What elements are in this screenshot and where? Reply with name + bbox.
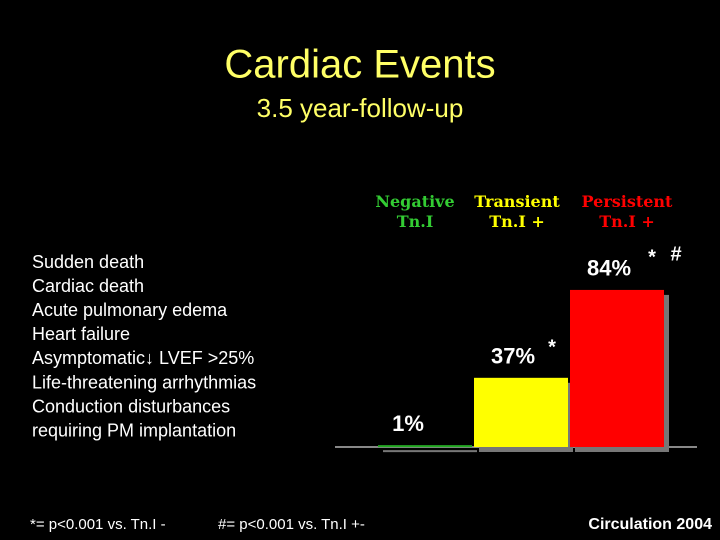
category-label: Transient Tn.I + [474,192,560,231]
event-item: Asymptomatic↓ LVEF >25% [32,348,254,368]
event-item: Heart failure [32,324,130,344]
event-item: Sudden death [32,252,144,272]
value-label: 37% [491,344,535,369]
annotation: * [548,336,556,358]
value-label: 84% [587,256,631,281]
bar-shadow [383,450,477,453]
bar [378,445,472,448]
category-label: Persistent Tn.I + [581,192,673,231]
chart-title: Cardiac Events [224,43,495,87]
event-item: Cardiac death [32,276,144,296]
annotation: # [670,243,681,265]
event-item: Conduction disturbances [32,396,230,416]
category-label: Negative Tn.I [375,192,455,231]
source: Circulation 2004 [588,516,712,533]
bar [474,377,568,447]
chart-subtitle: 3.5 year-follow-up [257,93,464,123]
value-label: 1% [392,411,424,436]
event-item: Acute pulmonary edema [32,300,228,320]
footnote: *= p<0.001 vs. Tn.I - [30,516,166,533]
event-item: Life-threatening arrhythmias [32,372,256,392]
annotation: * [648,246,656,268]
footnote: #= p<0.001 vs. Tn.I +- [218,516,365,533]
bar [570,289,664,447]
event-item: requiring PM implantation [32,420,236,440]
